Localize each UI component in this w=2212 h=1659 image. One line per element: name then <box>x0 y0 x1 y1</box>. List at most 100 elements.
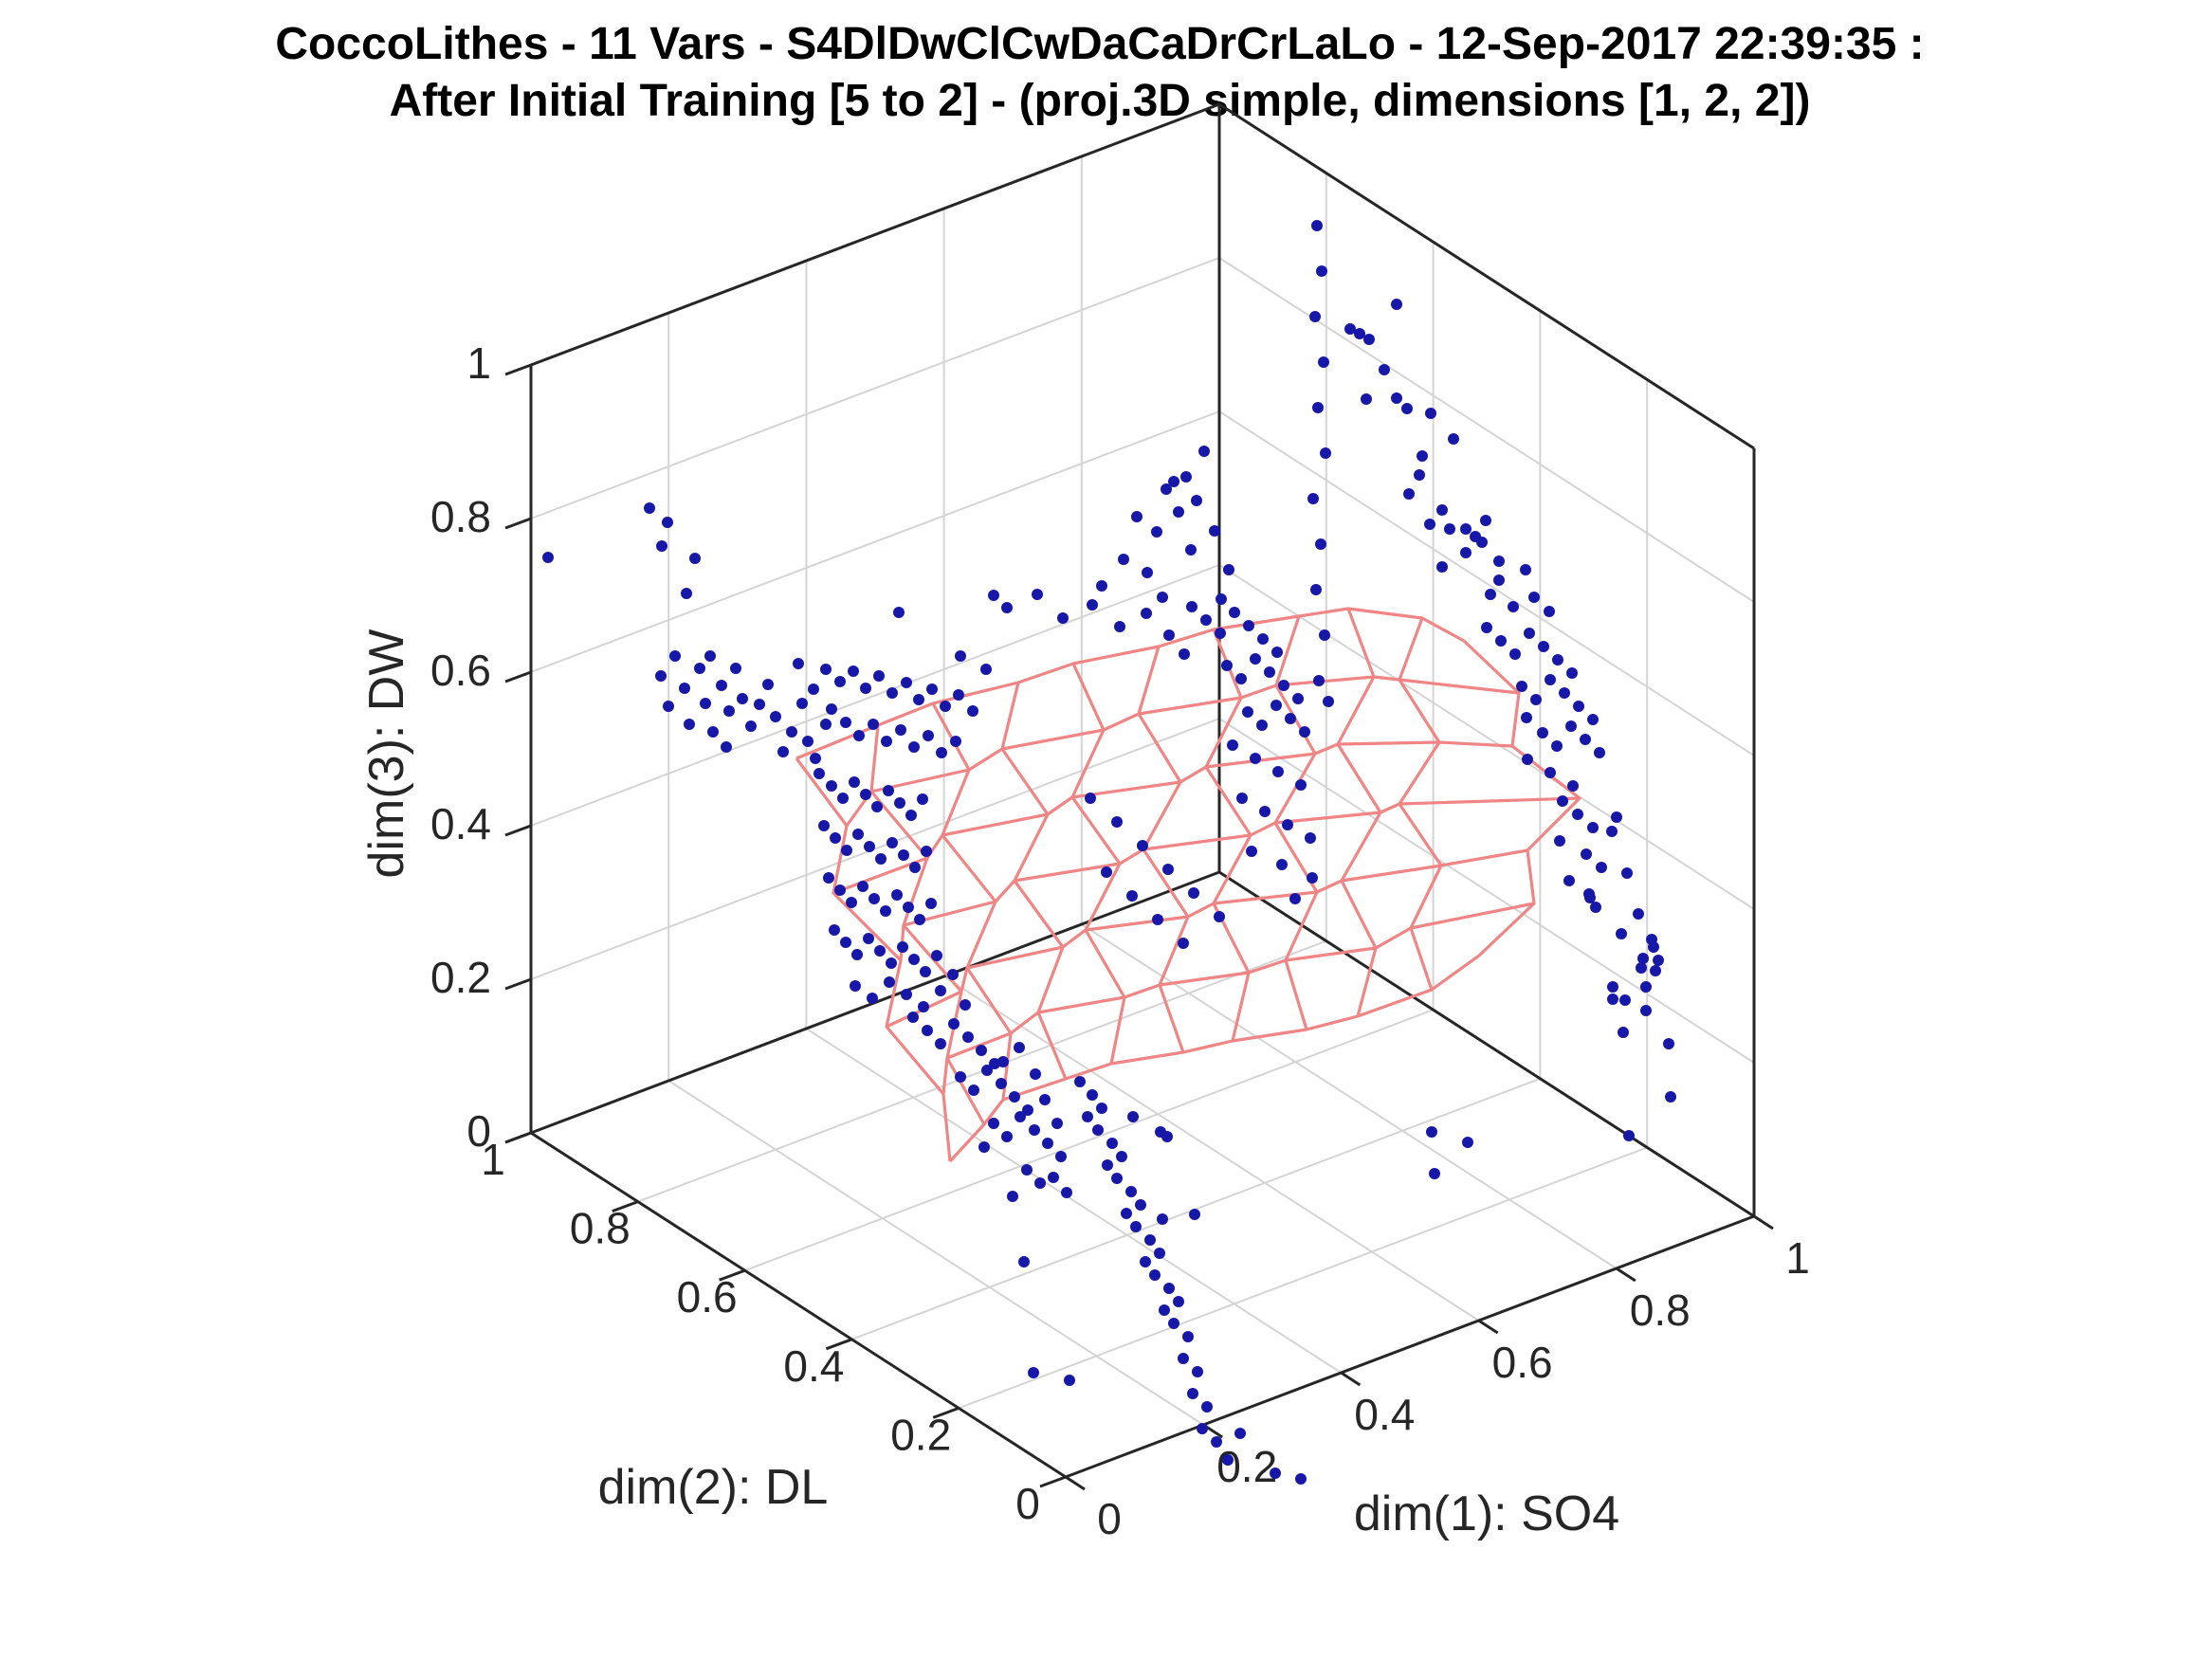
scatter-point <box>1646 934 1657 945</box>
scatter-point <box>1137 840 1148 851</box>
grid-line <box>530 564 1220 827</box>
scatter-point <box>1114 621 1125 632</box>
scatter-point <box>901 989 912 1000</box>
scatter-point <box>1201 1401 1213 1413</box>
box-edge <box>1218 870 1755 1218</box>
scatter-point <box>891 889 903 901</box>
grid-line <box>1218 564 1755 910</box>
scatter-point <box>849 776 860 788</box>
scatter-point <box>1111 816 1123 828</box>
scatter-point <box>1173 506 1184 518</box>
scatter-point <box>868 719 879 730</box>
scatter-point <box>1131 511 1143 522</box>
scatter-point <box>1521 712 1532 723</box>
scatter-point <box>1363 334 1375 345</box>
scatter-point <box>808 684 819 695</box>
scatter-point <box>837 793 849 804</box>
plot-title-line1: CoccoLithes - 11 Vars - S4DlDwClCwDaCaDr… <box>275 19 1924 69</box>
scatter-point <box>1082 1111 1093 1122</box>
scatter-point <box>1436 504 1448 516</box>
scatter-point <box>1323 696 1334 707</box>
x-tick <box>1477 1319 1499 1335</box>
scatter-point <box>1101 866 1112 878</box>
mesh-col <box>1336 608 1382 1017</box>
scatter-point <box>1493 556 1505 567</box>
scatter-point <box>1096 580 1107 592</box>
scatter-point <box>1264 666 1275 678</box>
grid-line <box>667 1080 1204 1426</box>
scatter-point <box>1607 994 1618 1005</box>
mesh-row <box>941 902 1535 1095</box>
scatter-point <box>1305 832 1316 844</box>
scatter-point <box>1018 1256 1030 1267</box>
scatter-point <box>663 701 674 712</box>
scatter-point <box>1022 1104 1033 1116</box>
scatter-point <box>980 664 992 675</box>
scatter-point <box>920 966 931 977</box>
scatter-point <box>981 1065 993 1076</box>
grid-line <box>530 410 1220 673</box>
y-axis-line <box>530 1131 1067 1479</box>
scatter-point <box>1154 1248 1165 1259</box>
scatter-point <box>1246 846 1257 857</box>
scatter-point <box>1259 806 1271 817</box>
scatter-point <box>1545 674 1556 685</box>
scatter-point <box>1636 962 1647 974</box>
scatter-point <box>960 999 971 1011</box>
scatter-point <box>1276 859 1288 870</box>
scatter-point <box>1580 734 1591 745</box>
grid-line <box>1218 257 1755 603</box>
scatter-point <box>1611 811 1622 823</box>
y-tick <box>719 1268 746 1282</box>
scatter-point <box>1179 648 1190 660</box>
scatter-point <box>1278 680 1289 691</box>
scatter-point <box>1087 1089 1098 1101</box>
scatter-point <box>1034 1177 1046 1189</box>
scatter-point <box>1544 606 1555 617</box>
scatter-point <box>786 726 797 738</box>
scatter-point <box>1637 953 1649 964</box>
mesh-col <box>795 757 952 1162</box>
scatter-point <box>1587 714 1599 725</box>
scatter-point <box>950 736 961 747</box>
scatter-point <box>1001 1131 1013 1142</box>
y-axis-label: dim(2): DL <box>598 1460 829 1515</box>
scatter-point <box>1235 673 1247 684</box>
scatter-point <box>1030 1068 1041 1080</box>
scatter-point <box>926 684 938 695</box>
scatter-point <box>848 665 859 677</box>
scatter-point <box>935 1038 946 1049</box>
scatter-point <box>1623 1130 1635 1141</box>
scatter-point <box>1236 793 1248 804</box>
scatter-point <box>989 1058 1000 1069</box>
mesh-col <box>1462 639 1581 957</box>
scatter-point <box>1650 965 1661 976</box>
box-edge <box>1218 102 1755 450</box>
scatter-point <box>1665 1091 1676 1103</box>
scatter-point <box>873 670 885 682</box>
scatter-point <box>1180 471 1192 483</box>
scatter-point <box>1191 495 1202 506</box>
scatter-point <box>852 829 864 840</box>
scatter-point <box>860 789 871 800</box>
scatter-point <box>1270 1468 1281 1479</box>
scatter-point <box>1559 687 1570 699</box>
scatter-point <box>1032 589 1043 600</box>
scatter-point <box>1149 1269 1161 1281</box>
scatter-point <box>1161 1131 1173 1142</box>
scatter-point <box>1161 483 1172 495</box>
scatter-point <box>1198 446 1210 457</box>
z-tick-label: 0.2 <box>430 953 491 1002</box>
y-tick <box>825 1338 852 1351</box>
scatter-point <box>1285 713 1296 724</box>
z-tick <box>504 1131 532 1144</box>
scatter-point <box>1042 1138 1053 1149</box>
scatter-point <box>1186 601 1197 612</box>
scatter-points <box>542 220 1676 1485</box>
scatter-point <box>895 724 906 736</box>
scatter-point <box>1163 629 1175 641</box>
y-tick <box>932 1406 960 1419</box>
plot-title-line2: After Initial Training [5 to 2] - (proj.… <box>390 76 1811 126</box>
scatter-point <box>1234 1428 1246 1439</box>
scatter-point <box>1493 574 1505 586</box>
